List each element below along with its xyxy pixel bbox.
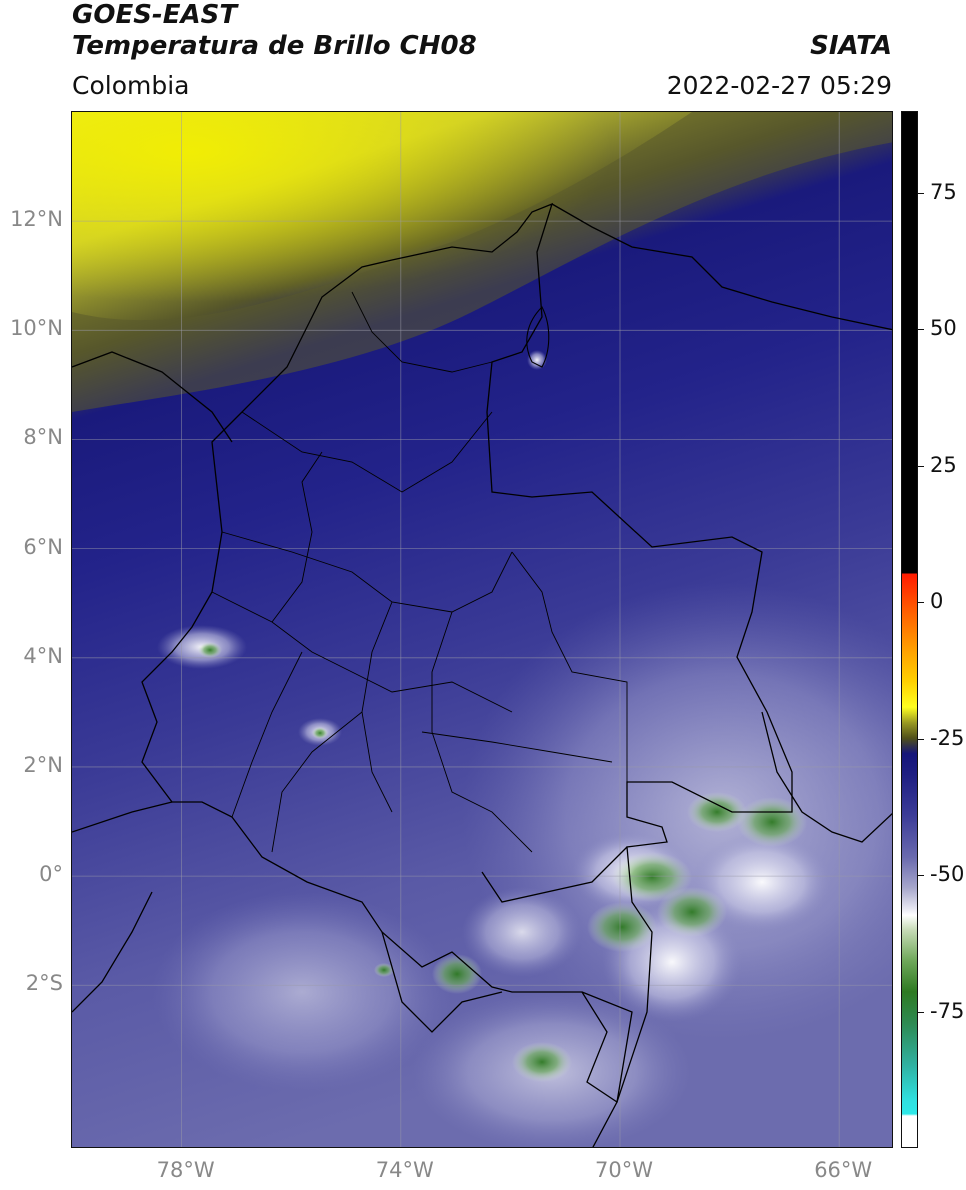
longitude-tick-label: 70°W [595,1158,653,1182]
peru-border [381,931,633,1147]
latitude-tick-label: 4°N [23,643,63,668]
colorbar-tick [918,602,924,604]
longitude-tick-label: 66°W [814,1158,873,1182]
cold-cloud-top [512,1042,572,1082]
brazil-border [481,711,892,903]
colorbar-tick-label: 0 [930,589,944,614]
borders [72,202,892,1147]
colorbar-tick [918,465,924,467]
latitude-tick-label: 12°N [10,207,63,232]
organization-label: SIATA [810,31,892,61]
department-borders [211,291,628,853]
map-panel [71,111,893,1148]
cold-cloud-top [737,797,807,847]
cold-cloud-top [432,954,482,994]
latitude-tick-label: 8°N [23,425,63,450]
latitude-tick-label: 0° [39,862,63,887]
cold-cloud-top [687,792,747,832]
colombia-border [141,202,793,1104]
lake-maracaibo [526,306,550,368]
colorbar-tick [918,875,924,877]
graticule [72,112,892,1147]
colorbar-tick-label: -50 [930,862,965,887]
region-label: Colombia [72,71,190,100]
colorbar [901,111,918,1148]
cold-cloud-top [312,727,328,739]
latitude-tick-label: 2°S [25,971,63,996]
colorbar-tick [918,738,924,740]
colorbar-tick-label: 50 [930,316,957,341]
venezuela-coast [551,203,892,331]
colorbar-tick [918,192,924,194]
colorbar-tick-label: 75 [930,179,957,204]
cloud-cell [527,350,547,370]
cloud-cluster-southwest [152,892,452,1092]
satellite-title: GOES-EAST [72,0,238,30]
colorbar-tick-label: -25 [930,725,965,750]
cold-cloud-top [374,963,394,977]
panama-coast [72,351,233,443]
latitude-tick-label: 6°N [23,534,63,559]
cold-cloud-top [657,887,727,937]
colorbar-tick-label: -75 [930,998,965,1023]
cloud-cell [692,832,832,932]
colorbar-tick [918,1011,924,1013]
cold-cloud-top [587,902,657,952]
ecuador-coast [72,801,173,1013]
latitude-tick-label: 2°N [23,752,63,777]
colorbar-tick-label: 25 [930,452,957,477]
olive-cloud-band [72,112,892,412]
latitude-tick-label: 10°N [10,316,63,341]
cold-cloud-top [198,642,222,658]
longitude-tick-label: 78°W [156,1158,215,1182]
datetime-label: 2022-02-27 05:29 [666,71,892,100]
cloud-cell [462,887,582,977]
colorbar-tick [918,329,924,331]
longitude-tick-label: 74°W [375,1158,434,1182]
product-title: Temperatura de Brillo CH08 [72,31,477,61]
brightness-temperature-map [72,112,892,1147]
cold-cloud-top [612,852,692,902]
